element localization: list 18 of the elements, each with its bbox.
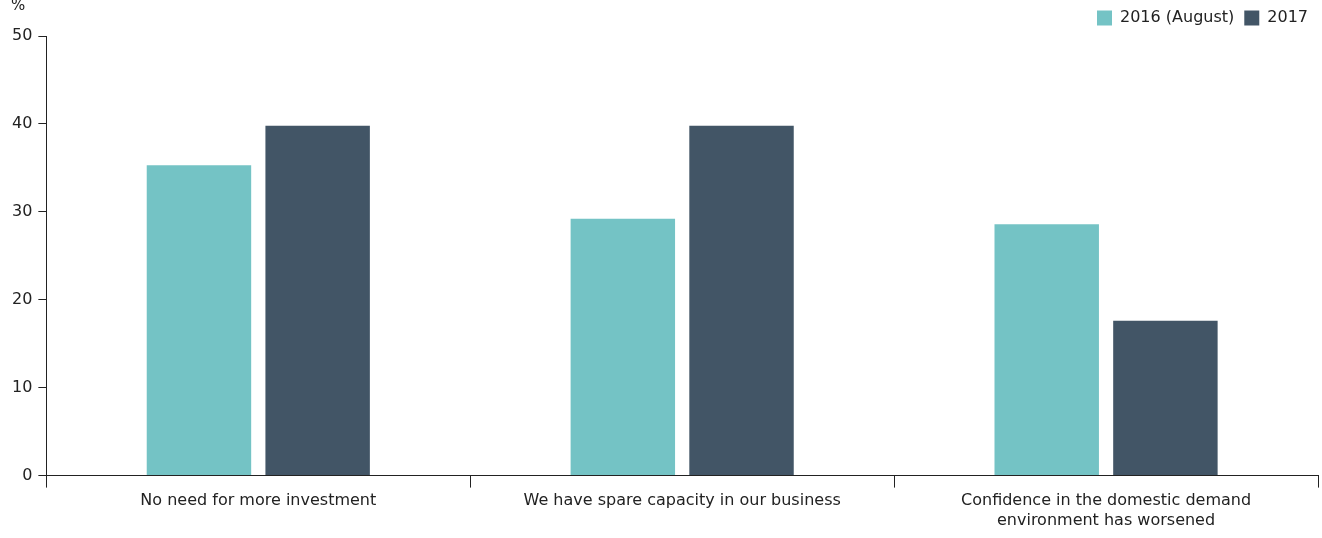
bar [689,125,794,476]
y-tick-label: 40 [12,113,33,133]
y-tick-label: 50 [12,25,33,45]
bar [1113,320,1218,476]
y-tick-label: 10 [12,376,33,396]
legend-label: 2016 (August) [1120,7,1235,27]
bar [994,224,1099,476]
y-axis-title: % [10,0,26,15]
legend-label: 2017 [1267,7,1308,27]
x-tick-label: No need for more investment [140,490,377,510]
bar [570,218,676,476]
bar [265,125,370,476]
y-tick-label: 20 [12,288,33,308]
y-tick-label: 30 [12,201,33,220]
bar [146,165,252,476]
x-tick-label: Confidence in the domestic demand environment has worsened [961,490,1252,529]
x-tick-label: We have spare capacity in our business [523,490,841,510]
y-tick-label: 0 [22,464,33,484]
